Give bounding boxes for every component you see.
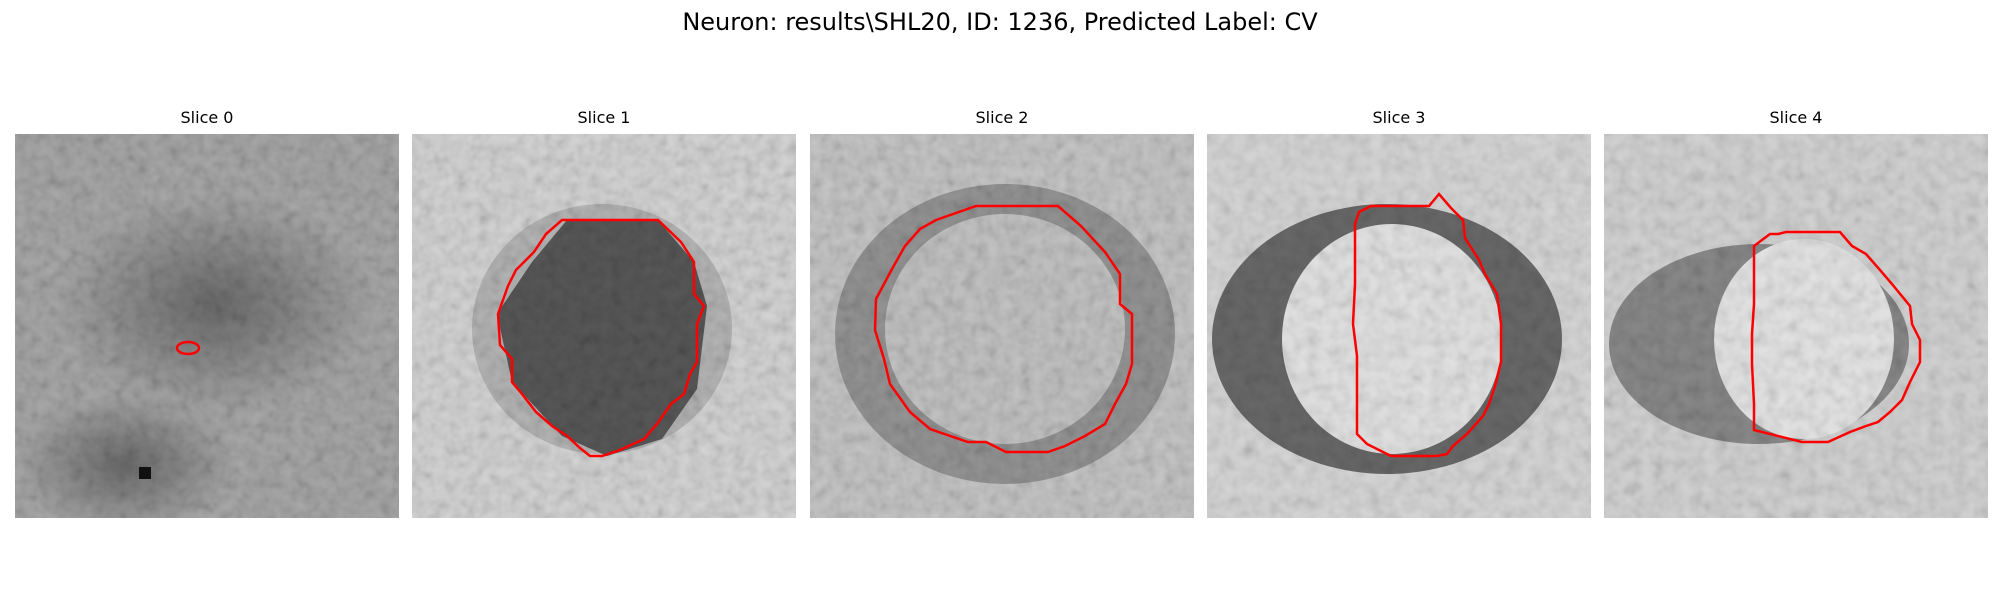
slice-image-4 — [1604, 134, 1988, 518]
slice-image-2 — [810, 134, 1194, 518]
slice-panel-3: Slice 3 — [1207, 108, 1591, 526]
slice-image-3 — [1207, 134, 1591, 518]
slice-panel-0: Slice 0 — [15, 108, 399, 526]
slice-title-2: Slice 2 — [975, 108, 1029, 127]
slice-title-0: Slice 0 — [180, 108, 234, 127]
figure-title: Neuron: results\SHL20, ID: 1236, Predict… — [682, 8, 1318, 36]
slice-title-4: Slice 4 — [1769, 108, 1823, 127]
contour-0 — [175, 340, 201, 356]
slice-panel-2: Slice 2 — [810, 108, 1194, 526]
slice-image-1 — [412, 134, 796, 518]
slice-image-0 — [15, 134, 399, 518]
contour-3 — [1351, 192, 1503, 458]
contour-2 — [873, 204, 1134, 454]
contour-1 — [496, 218, 706, 458]
slice-title-1: Slice 1 — [577, 108, 631, 127]
slice-panel-4: Slice 4 — [1604, 108, 1988, 526]
contour-4 — [1750, 230, 1922, 444]
slice-title-3: Slice 3 — [1372, 108, 1426, 127]
slice-panel-1: Slice 1 — [412, 108, 796, 526]
